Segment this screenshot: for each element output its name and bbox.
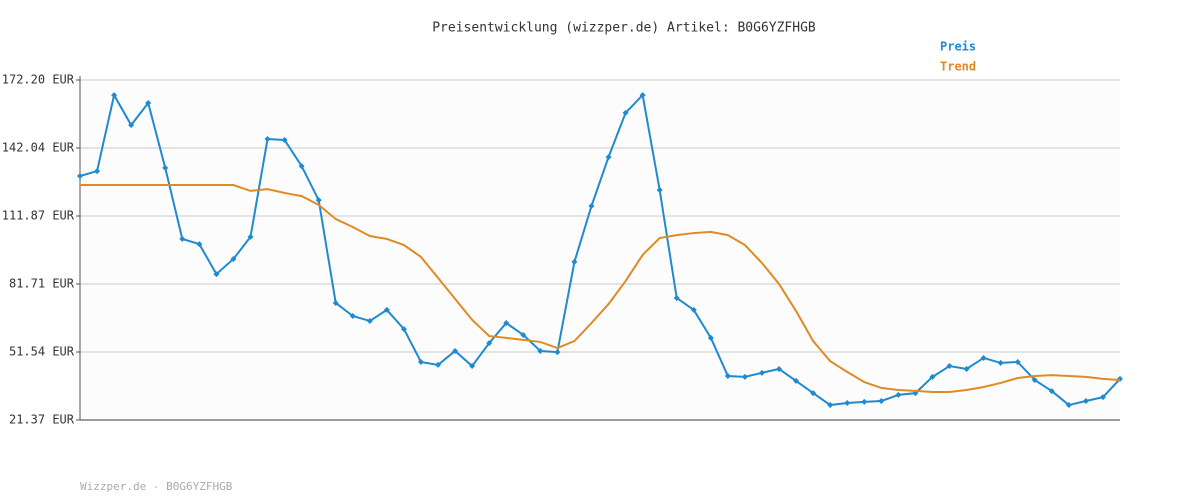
marker: [1099, 394, 1106, 401]
marker: [690, 306, 697, 313]
marker: [128, 122, 135, 129]
marker: [162, 164, 169, 171]
y-tick-label: 81.71 EUR: [9, 276, 75, 290]
marker: [997, 359, 1004, 366]
marker: [946, 363, 953, 370]
marker: [196, 241, 203, 248]
legend-entry: Trend: [940, 60, 976, 74]
marker: [315, 197, 322, 204]
marker: [622, 109, 629, 116]
marker: [520, 331, 527, 338]
marker: [417, 358, 424, 365]
marker: [366, 317, 373, 324]
footer: Wizzper.de - B0G6YZFHGB: [80, 480, 233, 493]
marker: [1031, 377, 1038, 384]
marker: [1014, 358, 1021, 365]
marker: [895, 391, 902, 398]
marker: [1082, 397, 1089, 404]
plot-area: [80, 80, 1120, 420]
marker: [554, 349, 561, 356]
marker: [588, 203, 595, 210]
marker: [656, 187, 663, 194]
marker: [571, 258, 578, 265]
y-tick-label: 51.54 EUR: [9, 344, 75, 358]
marker: [503, 320, 510, 327]
line-preis: [79, 92, 1121, 407]
marker: [94, 168, 101, 175]
marker: [400, 326, 407, 333]
marker: [332, 299, 339, 306]
marker: [264, 136, 271, 143]
marker: [724, 372, 731, 379]
marker: [1048, 388, 1055, 395]
marker: [878, 397, 885, 404]
y-tick-label: 21.37 EUR: [9, 413, 75, 427]
marker: [861, 398, 868, 405]
line-trend: [80, 184, 1121, 393]
marker: [247, 233, 254, 240]
chart-title: Preisentwicklung (wizzper.de) Artikel: B…: [432, 21, 816, 36]
marker: [77, 173, 83, 180]
y-tick-label: 111.87 EUR: [2, 208, 75, 222]
marker: [605, 154, 612, 161]
marker: [844, 400, 851, 407]
marker: [145, 99, 152, 106]
marker: [179, 235, 186, 242]
marker: [963, 365, 970, 372]
marker: [827, 402, 834, 409]
marker: [639, 92, 646, 99]
y-tick-label: 142.04 EUR: [2, 140, 75, 154]
marker: [349, 313, 356, 320]
marker: [929, 373, 936, 380]
marker: [810, 390, 817, 397]
marker: [673, 294, 680, 301]
marker: [758, 369, 765, 376]
marker: [980, 354, 987, 361]
marker: [469, 363, 476, 370]
marker: [741, 373, 748, 380]
legend-entry: Preis: [940, 40, 976, 54]
marker: [486, 340, 493, 347]
marker: [537, 347, 544, 354]
marker: [383, 306, 390, 313]
marker: [281, 136, 288, 143]
y-tick-label: 172.20 EUR: [2, 73, 75, 87]
marker: [230, 255, 237, 262]
marker: [793, 377, 800, 384]
marker: [298, 163, 305, 170]
marker: [213, 271, 220, 278]
marker: [1065, 402, 1072, 409]
marker: [776, 365, 783, 372]
marker: [111, 92, 118, 99]
marker: [707, 334, 714, 341]
marker: [452, 347, 459, 354]
marker: [435, 361, 442, 368]
